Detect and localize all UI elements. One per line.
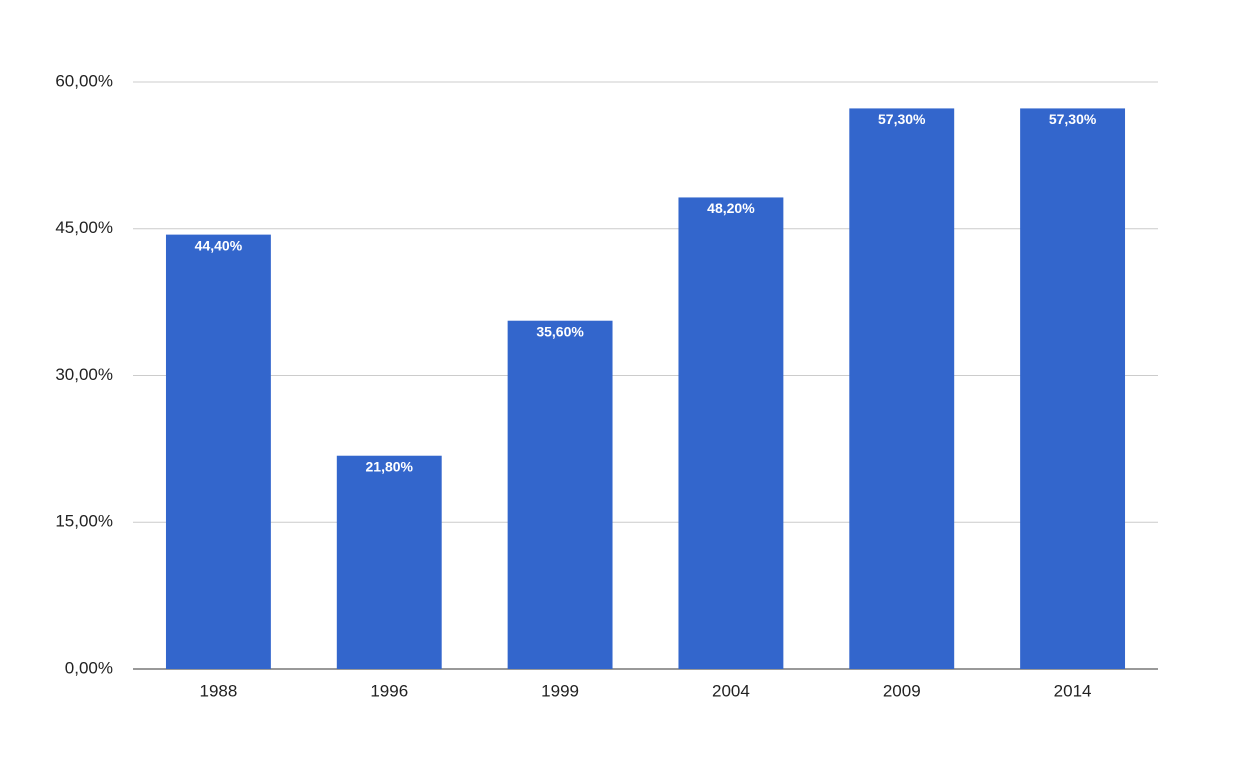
y-tick-label: 15,00% bbox=[55, 512, 113, 531]
value-label: 35,60% bbox=[536, 323, 584, 339]
bar bbox=[336, 455, 442, 669]
value-label: 57,30% bbox=[1049, 111, 1097, 127]
bar bbox=[165, 234, 271, 669]
x-tick-label: 2004 bbox=[712, 681, 750, 700]
x-tick-label: 1996 bbox=[370, 681, 408, 700]
x-tick-label: 2009 bbox=[883, 681, 921, 700]
y-tick-label: 60,00% bbox=[55, 71, 113, 90]
y-tick-label: 0,00% bbox=[65, 658, 113, 677]
y-tick-label: 45,00% bbox=[55, 218, 113, 237]
bar bbox=[1020, 108, 1126, 670]
value-label: 44,40% bbox=[195, 237, 243, 253]
bar bbox=[678, 197, 784, 669]
x-tick-label: 2014 bbox=[1054, 681, 1092, 700]
value-label: 57,30% bbox=[878, 111, 926, 127]
value-label: 21,80% bbox=[366, 458, 414, 474]
value-label: 48,20% bbox=[707, 200, 755, 216]
x-tick-label: 1988 bbox=[200, 681, 238, 700]
bar bbox=[507, 320, 613, 669]
bar bbox=[849, 108, 955, 670]
x-tick-label: 1999 bbox=[541, 681, 579, 700]
y-tick-label: 30,00% bbox=[55, 365, 113, 384]
